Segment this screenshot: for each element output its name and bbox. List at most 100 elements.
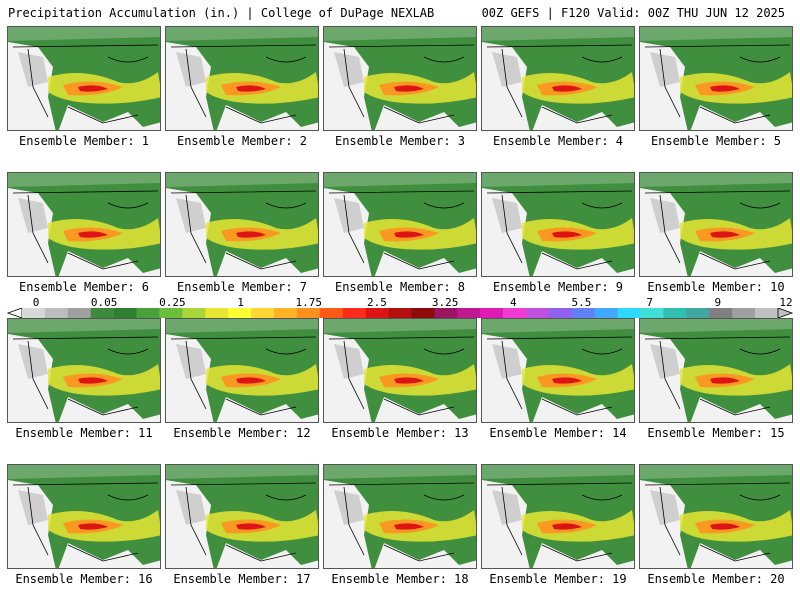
precipitation-map xyxy=(640,173,792,276)
colorbar-tick-label: 0.25 xyxy=(159,296,186,309)
ensemble-member-label: Ensemble Member: 5 xyxy=(650,134,782,148)
ensemble-member-label: Ensemble Member: 18 xyxy=(331,572,469,586)
colorbar-swatch xyxy=(480,308,504,318)
ensemble-member-map xyxy=(481,464,635,569)
ensemble-member-map xyxy=(7,464,161,569)
colorbar-max-arrow xyxy=(777,308,794,318)
precipitation-map xyxy=(166,465,318,568)
colorbar-tick-label: 0.05 xyxy=(90,296,118,309)
precipitation-map xyxy=(482,465,634,568)
colorbar-swatch xyxy=(228,308,252,318)
colorbar-swatch xyxy=(640,308,664,318)
precipitation-map xyxy=(324,319,476,422)
colorbar-swatch xyxy=(342,308,366,318)
colorbar-tick-label: 7 xyxy=(646,296,653,309)
colorbar-swatch xyxy=(571,308,596,318)
precipitation-map xyxy=(324,27,476,130)
ensemble-member-label: Ensemble Member: 20 xyxy=(647,572,785,586)
ensemble-member-map xyxy=(7,318,161,423)
ensemble-member-label: Ensemble Member: 11 xyxy=(15,426,153,440)
colorbar-swatch xyxy=(67,308,92,318)
colorbar-swatch xyxy=(755,308,779,318)
precipitation-map xyxy=(324,173,476,276)
ensemble-member-label: Ensemble Member: 1 xyxy=(18,134,150,148)
ensemble-member-label: Ensemble Member: 4 xyxy=(492,134,624,148)
colorbar-swatch xyxy=(548,308,573,318)
precipitation-map xyxy=(640,27,792,130)
colorbar-swatch xyxy=(732,308,756,318)
colorbar xyxy=(6,308,794,318)
colorbar-tick-label: 4 xyxy=(509,296,517,309)
precipitation-map xyxy=(8,173,160,276)
colorbar-tick-label: 12 xyxy=(779,296,793,309)
colorbar-tick-label: 9 xyxy=(714,296,722,309)
ensemble-member-map xyxy=(165,464,319,569)
colorbar-swatch xyxy=(503,308,527,318)
precipitation-map xyxy=(166,173,318,276)
ensemble-member-label: Ensemble Member: 19 xyxy=(489,572,627,586)
colorbar-swatch xyxy=(136,308,160,318)
ensemble-member-map xyxy=(323,318,477,423)
precipitation-map xyxy=(166,27,318,130)
colorbar-swatch xyxy=(159,308,183,318)
colorbar-tick-label: 2.5 xyxy=(366,296,387,309)
colorbar-swatch xyxy=(22,308,46,318)
ensemble-member-map xyxy=(639,318,793,423)
colorbar-tick-label: 5.5 xyxy=(571,296,592,309)
precipitation-map xyxy=(640,319,792,422)
precipitation-map xyxy=(166,319,318,422)
ensemble-member-label: Ensemble Member: 9 xyxy=(492,280,624,294)
colorbar-swatch xyxy=(113,308,137,318)
ensemble-member-label: Ensemble Member: 15 xyxy=(647,426,785,440)
ensemble-member-map xyxy=(165,172,319,277)
ensemble-member-label: Ensemble Member: 2 xyxy=(176,134,308,148)
colorbar-tick-label: 1 xyxy=(237,296,244,309)
colorbar-swatch xyxy=(274,308,298,318)
ensemble-member-label: Ensemble Member: 10 xyxy=(647,280,785,294)
colorbar-swatch xyxy=(90,308,114,318)
ensemble-member-map xyxy=(323,464,477,569)
precipitation-map xyxy=(8,319,160,422)
colorbar-swatch xyxy=(663,308,687,318)
colorbar-swatch xyxy=(319,308,344,318)
ensemble-member-label: Ensemble Member: 6 xyxy=(18,280,150,294)
colorbar-swatch xyxy=(617,308,641,318)
precipitation-map xyxy=(482,319,634,422)
colorbar-swatch xyxy=(44,308,69,318)
ensemble-member-map xyxy=(7,172,161,277)
ensemble-member-map xyxy=(639,172,793,277)
ensemble-member-label: Ensemble Member: 3 xyxy=(334,134,466,148)
colorbar-swatch xyxy=(251,308,275,318)
ensemble-member-map xyxy=(481,318,635,423)
ensemble-member-map xyxy=(481,26,635,131)
colorbar-tick-label: 3.25 xyxy=(431,296,459,309)
precipitation-map xyxy=(640,465,792,568)
precipitation-map xyxy=(482,27,634,130)
ensemble-member-label: Ensemble Member: 12 xyxy=(173,426,311,440)
colorbar-swatch xyxy=(434,308,458,318)
colorbar-swatch xyxy=(205,308,229,318)
colorbar-swatch xyxy=(594,308,618,318)
ensemble-member-map xyxy=(165,318,319,423)
ensemble-member-map xyxy=(481,172,635,277)
colorbar-swatch xyxy=(686,308,710,318)
ensemble-member-map xyxy=(165,26,319,131)
ensemble-member-label: Ensemble Member: 17 xyxy=(173,572,311,586)
colorbar-min-arrow xyxy=(6,308,23,318)
colorbar-tick-label: 0 xyxy=(32,296,40,309)
colorbar-swatch xyxy=(182,308,206,318)
ensemble-member-map xyxy=(323,26,477,131)
colorbar-swatch xyxy=(388,308,412,318)
colorbar-swatch xyxy=(709,308,733,318)
precipitation-color-scale: 0 0.05 0.25 1 1.75 2.5 3.25 4 5.5 7 9 12 xyxy=(0,296,800,322)
ensemble-member-label: Ensemble Member: 8 xyxy=(334,280,466,294)
colorbar-swatch xyxy=(526,308,550,318)
colorbar-swatch xyxy=(296,308,321,318)
precipitation-map xyxy=(324,465,476,568)
colorbar-swatch xyxy=(411,308,435,318)
precipitation-map xyxy=(8,465,160,568)
ensemble-member-map xyxy=(639,464,793,569)
ensemble-member-map xyxy=(7,26,161,131)
ensemble-member-label: Ensemble Member: 16 xyxy=(15,572,153,586)
ensemble-member-label: Ensemble Member: 13 xyxy=(331,426,469,440)
